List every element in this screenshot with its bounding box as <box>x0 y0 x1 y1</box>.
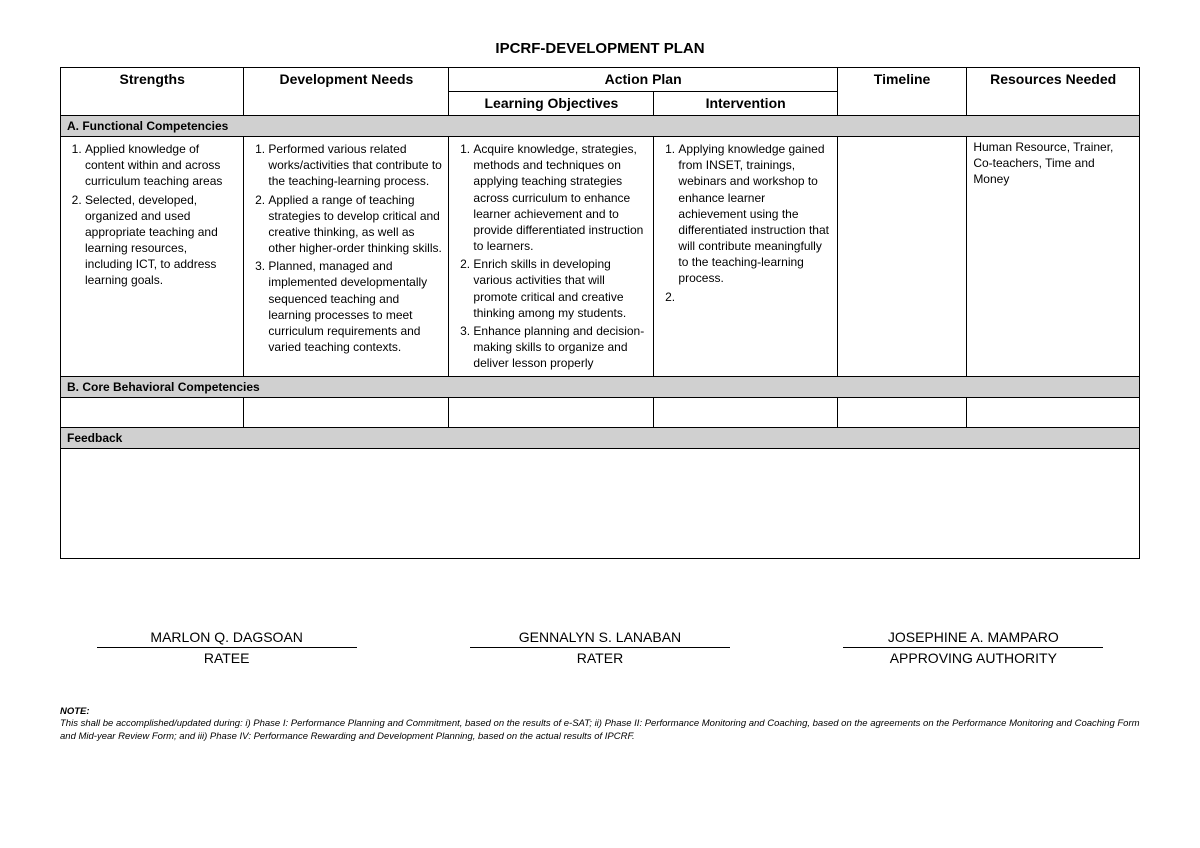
section-b-header: B. Core Behavioral Competencies <box>61 376 1140 397</box>
document-title: IPCRF-DEVELOPMENT PLAN <box>60 40 1140 57</box>
signature-rater: GENNALYN S. LANABAN RATER <box>470 629 730 666</box>
signature-approver: JOSEPHINE A. MAMPARO APPROVING AUTHORITY <box>843 629 1103 666</box>
section-a-label: A. Functional Competencies <box>61 115 1140 136</box>
col-timeline: Timeline <box>837 68 966 116</box>
cell-empty <box>837 397 966 427</box>
list-item: Applying knowledge gained from INSET, tr… <box>678 141 830 287</box>
col-devneeds: Development Needs <box>244 68 449 116</box>
signature-ratee: MARLON Q. DAGSOAN RATEE <box>97 629 357 666</box>
cell-empty <box>244 397 449 427</box>
footnote: NOTE: This shall be accomplished/updated… <box>60 706 1140 743</box>
cell-resources: Human Resource, Trainer, Co-teachers, Ti… <box>967 136 1140 376</box>
development-plan-table: Strengths Development Needs Action Plan … <box>60 67 1140 559</box>
list-item: Planned, managed and implemented develop… <box>268 258 442 355</box>
list-item: Performed various related works/activiti… <box>268 141 442 190</box>
list-item: Applied knowledge of content within and … <box>85 141 237 190</box>
list-item: Enhance planning and decision-making ski… <box>473 323 647 372</box>
feedback-row <box>61 448 1140 558</box>
section-b-row <box>61 397 1140 427</box>
cell-timeline <box>837 136 966 376</box>
rater-role: RATER <box>470 648 730 666</box>
feedback-label: Feedback <box>61 427 1140 448</box>
list-item: Applied a range of teaching strategies t… <box>268 192 442 257</box>
rater-name: GENNALYN S. LANABAN <box>470 629 730 648</box>
col-actionplan: Action Plan <box>449 68 837 92</box>
col-strengths: Strengths <box>61 68 244 116</box>
section-b-label: B. Core Behavioral Competencies <box>61 376 1140 397</box>
cell-empty <box>449 397 654 427</box>
cell-empty <box>61 397 244 427</box>
header-row-1: Strengths Development Needs Action Plan … <box>61 68 1140 92</box>
col-intervention: Intervention <box>654 91 837 115</box>
list-item: Enrich skills in developing various acti… <box>473 256 647 321</box>
cell-empty <box>654 397 837 427</box>
signature-section: MARLON Q. DAGSOAN RATEE GENNALYN S. LANA… <box>60 629 1140 666</box>
list-item <box>678 289 830 305</box>
list-item: Selected, developed, organized and used … <box>85 192 237 289</box>
cell-learningobj: Acquire knowledge, strategies, methods a… <box>449 136 654 376</box>
cell-intervention: Applying knowledge gained from INSET, tr… <box>654 136 837 376</box>
cell-empty <box>967 397 1140 427</box>
note-label: NOTE: <box>60 706 90 717</box>
col-resources: Resources Needed <box>967 68 1140 116</box>
ratee-role: RATEE <box>97 648 357 666</box>
cell-feedback <box>61 448 1140 558</box>
col-learningobj: Learning Objectives <box>449 91 654 115</box>
section-a-header: A. Functional Competencies <box>61 115 1140 136</box>
approver-name: JOSEPHINE A. MAMPARO <box>843 629 1103 648</box>
feedback-header: Feedback <box>61 427 1140 448</box>
section-a-row: Applied knowledge of content within and … <box>61 136 1140 376</box>
cell-strengths: Applied knowledge of content within and … <box>61 136 244 376</box>
list-item: Acquire knowledge, strategies, methods a… <box>473 141 647 254</box>
note-text: This shall be accomplished/updated durin… <box>60 718 1140 741</box>
approver-role: APPROVING AUTHORITY <box>843 648 1103 666</box>
cell-devneeds: Performed various related works/activiti… <box>244 136 449 376</box>
ratee-name: MARLON Q. DAGSOAN <box>97 629 357 648</box>
